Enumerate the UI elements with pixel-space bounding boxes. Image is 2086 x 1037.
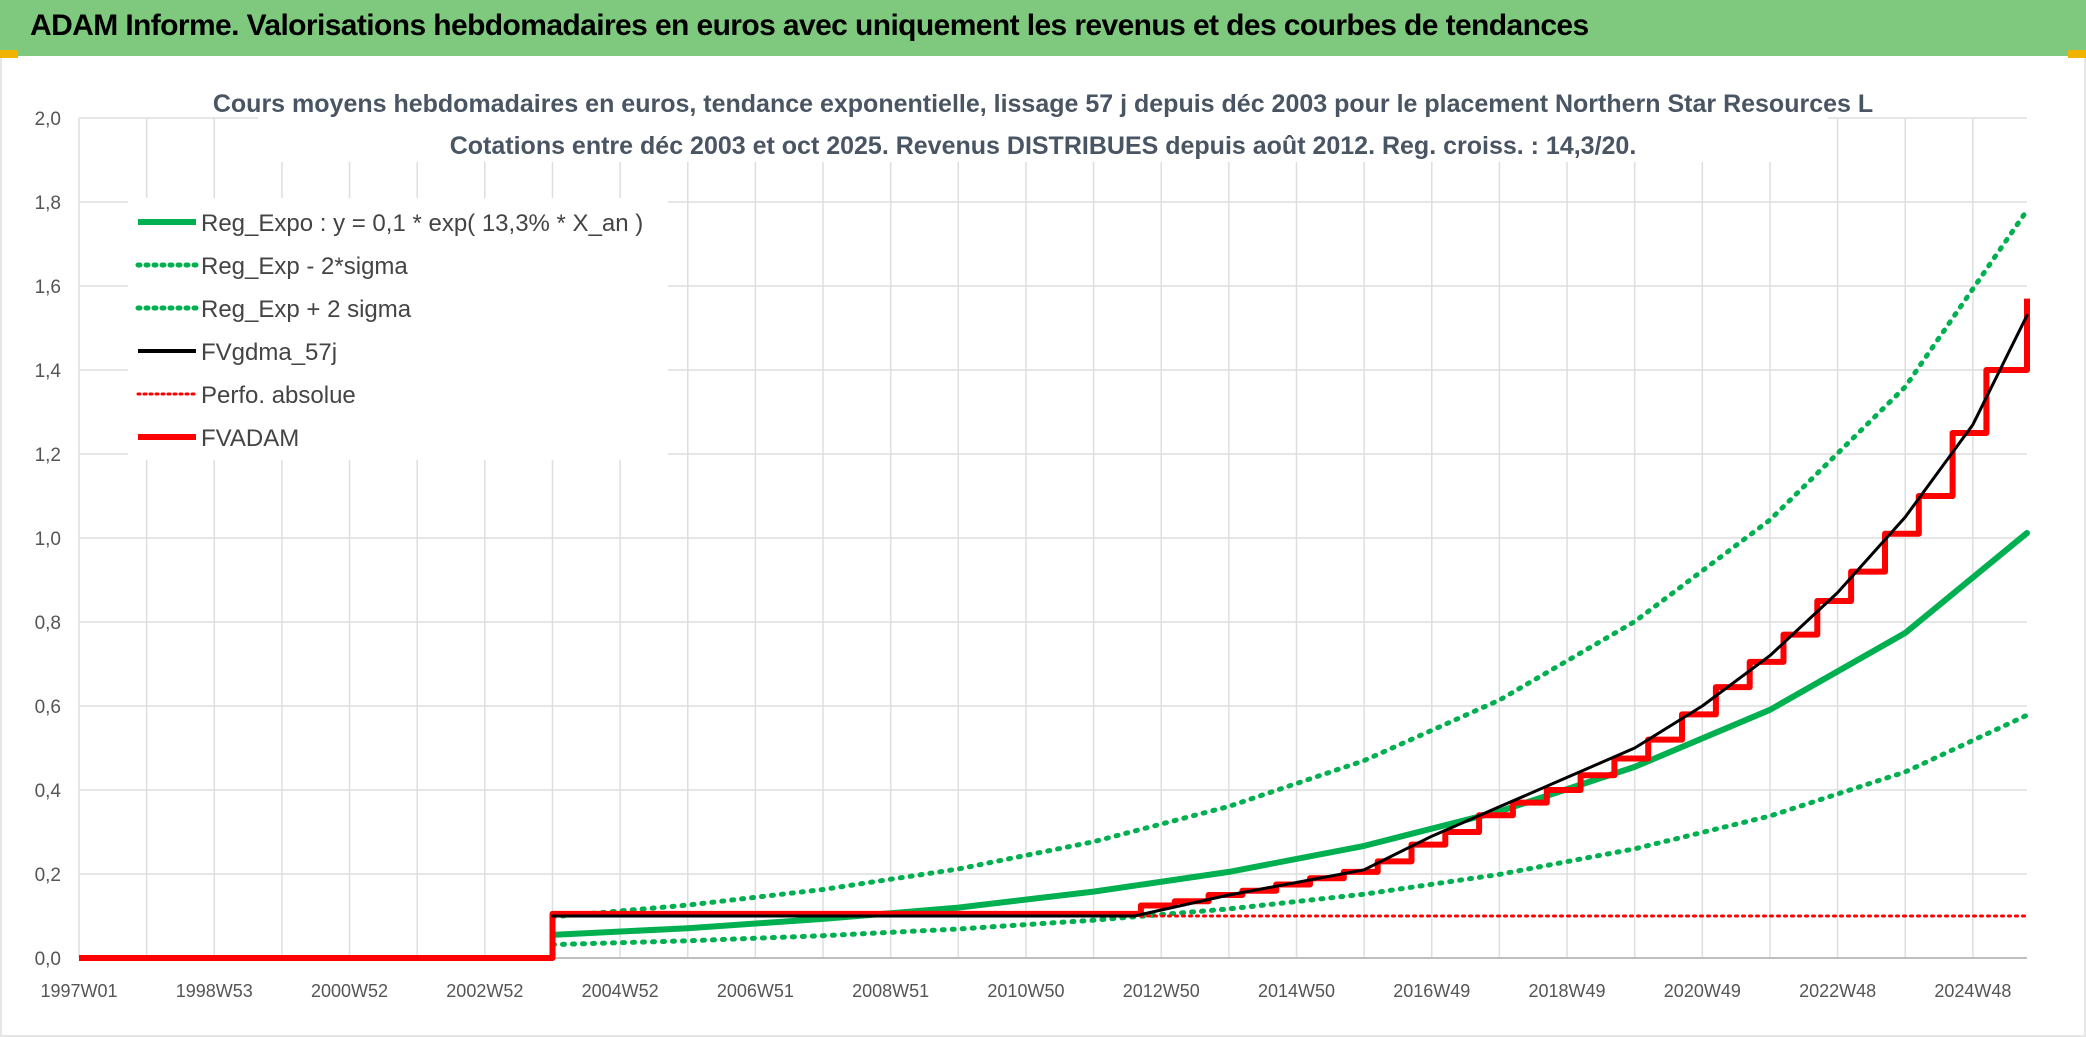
x-tick-label: 2014W50	[1258, 981, 1335, 1001]
y-tick-label: 1,6	[35, 277, 61, 298]
x-tick-label: 2000W52	[311, 981, 388, 1001]
corner-mark-right	[2068, 50, 2086, 58]
x-tick-label: 2004W52	[582, 981, 659, 1001]
x-tick-label: 2002W52	[446, 981, 523, 1001]
series-reg-exp-plus	[550, 207, 2030, 920]
y-tick-label: 1,4	[35, 361, 62, 382]
legend: Reg_Expo : y = 0,1 * exp( 13,3% * X_an )…	[128, 198, 668, 460]
y-tick-label: 0,8	[35, 613, 61, 634]
legend-label-fvadam: FVADAM	[201, 425, 299, 452]
x-tick-label: 2018W49	[1529, 981, 1606, 1001]
legend-label-fvgdma: FVgdma_57j	[201, 339, 337, 366]
chart-title: Cours moyens hebdomadaires en euros, ten…	[213, 90, 1873, 118]
corner-mark-left	[0, 50, 18, 58]
x-tick-label: 2006W51	[717, 981, 794, 1001]
header-banner: ADAM Informe. Valorisations hebdomadaire…	[0, 0, 2086, 56]
x-tick-label: 2022W48	[1799, 981, 1876, 1001]
y-tick-label: 0,0	[35, 949, 61, 970]
y-tick-label: 1,2	[35, 445, 61, 466]
y-tick-label: 1,0	[35, 529, 61, 550]
y-tick-label: 0,6	[35, 697, 61, 718]
y-tick-label: 0,4	[35, 781, 62, 802]
x-tick-label: 2016W49	[1393, 981, 1470, 1001]
x-tick-label: 1998W53	[176, 981, 253, 1001]
chart-subtitle: Cotations entre déc 2003 et oct 2025. Re…	[450, 132, 1637, 160]
x-axis: 1997W01 1998W53 2000W52 2002W52 2004W52 2006W…	[40, 981, 2011, 1001]
grid	[78, 117, 2027, 959]
series-group	[79, 207, 2030, 961]
legend-label-reg-exp-plus: Reg_Exp + 2 sigma	[201, 296, 412, 323]
series-reg-exp-minus	[550, 712, 2030, 948]
legend-label-reg-expo: Reg_Expo : y = 0,1 * exp( 13,3% * X_an )	[201, 210, 643, 237]
series-reg-expo	[549, 530, 2030, 938]
legend-label-perfo: Perfo. absolue	[201, 382, 356, 409]
x-tick-label: 2012W50	[1123, 981, 1200, 1001]
x-tick-label: 1997W01	[40, 981, 117, 1001]
chart-titles: Cours moyens hebdomadaires en euros, ten…	[213, 86, 1873, 162]
x-tick-label: 2024W48	[1934, 981, 2011, 1001]
page-title: ADAM Informe. Valorisations hebdomadaire…	[30, 9, 1589, 42]
y-tick-label: 0,2	[35, 865, 61, 886]
x-tick-label: 2010W50	[987, 981, 1064, 1001]
y-tick-label: 1,8	[35, 193, 61, 214]
y-axis: 0,0 0,2 0,4 0,6 0,8 1,0 1,2 1,4 1,6 1,8 2,0	[35, 109, 62, 970]
y-tick-label: 2,0	[35, 109, 61, 130]
x-tick-label: 2008W51	[852, 981, 929, 1001]
series-fvgdma	[551, 313, 2029, 918]
legend-label-reg-exp-minus: Reg_Exp - 2*sigma	[201, 253, 408, 280]
x-tick-label: 2020W49	[1664, 981, 1741, 1001]
